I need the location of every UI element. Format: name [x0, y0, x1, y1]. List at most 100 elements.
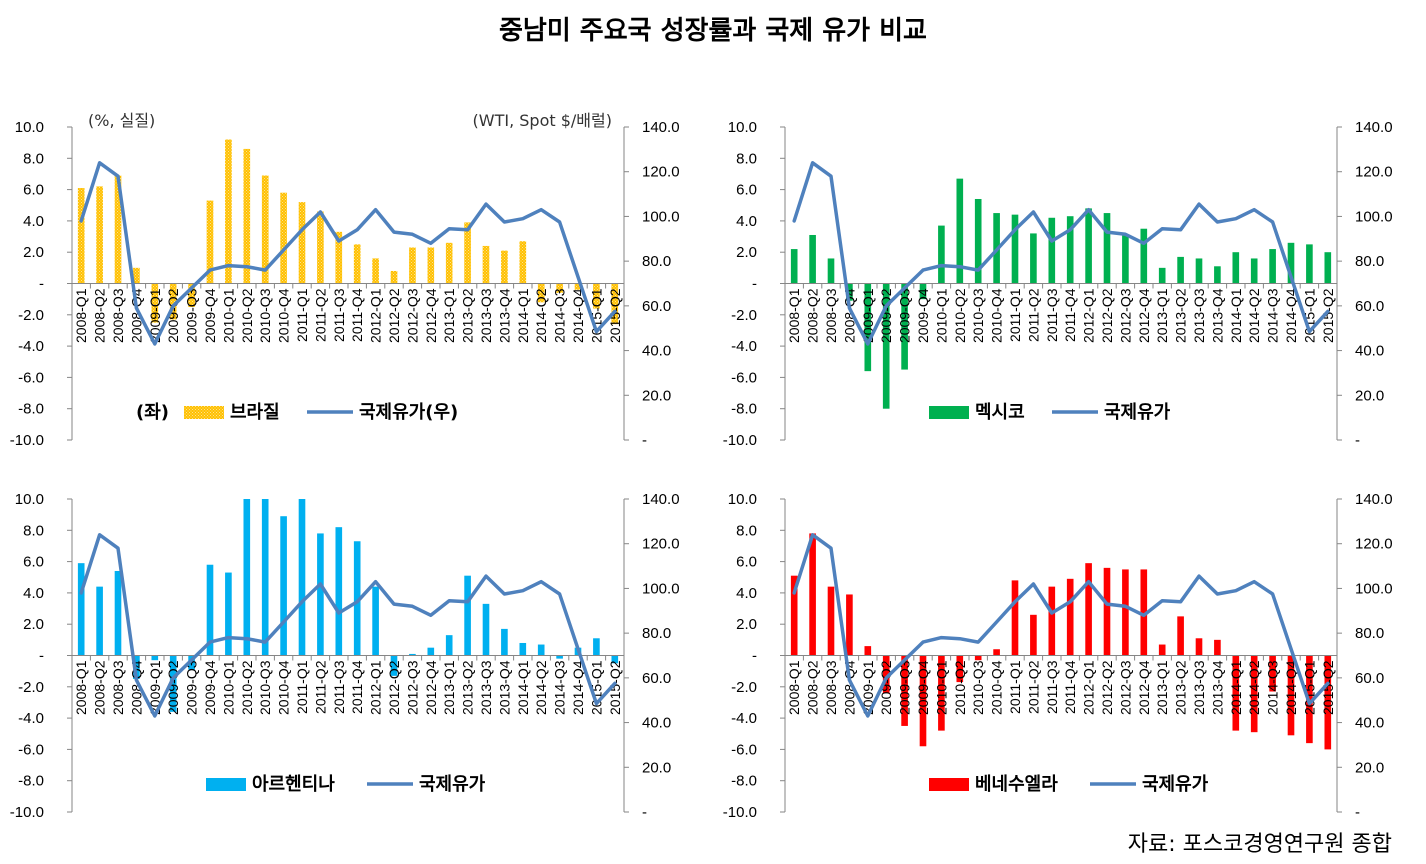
chart-svg-venezuela: 10.0 8.0 6.0 4.0 2.0 - -2.0 -4.0 -6.0 -8.0 -10.0 14…	[723, 491, 1393, 821]
gdp-bar	[790, 575, 798, 656]
category-label: 2008-Q1	[786, 288, 802, 343]
category-label: 2011-Q1	[1007, 288, 1023, 342]
category-label: 2014-Q2	[533, 288, 549, 343]
gdp-bar	[1066, 216, 1074, 284]
category-label: 2012-Q4	[423, 660, 439, 715]
gdp-bar	[353, 244, 361, 284]
gdp-bar	[1122, 234, 1129, 284]
category-label: 2011-Q1	[1007, 660, 1023, 714]
gdp-bar	[96, 586, 103, 656]
category-label: 2014-Q2	[1246, 660, 1262, 715]
left-tick-label: -8.0	[731, 773, 757, 790]
category-label: 2010-Q1	[220, 288, 236, 343]
gdp-bar	[280, 192, 287, 284]
category-label: 2009-Q4	[915, 660, 931, 715]
gdp-bar	[537, 644, 545, 656]
category-label: 2011-Q3	[331, 288, 347, 342]
gdp-bar	[427, 247, 435, 284]
gdp-bar	[1214, 639, 1221, 656]
gdp-bar	[501, 628, 508, 656]
gdp-bar	[225, 139, 232, 284]
category-label: 2013-Q1	[441, 660, 457, 715]
category-label: 2013-Q2	[460, 288, 476, 343]
gdp-bar	[938, 655, 945, 731]
gdp-bar	[1177, 616, 1184, 656]
gdp-bar	[114, 570, 122, 656]
category-label: 2008-Q3	[110, 660, 126, 715]
gdp-bar	[1030, 614, 1037, 656]
category-label: 2009-Q1	[860, 288, 876, 343]
category-label: 2010-Q1	[933, 288, 949, 343]
right-tick-label: 100.0	[1355, 580, 1393, 597]
right-tick-label: 60.0	[1355, 298, 1384, 315]
category-label: 2012-Q3	[404, 288, 420, 343]
category-label: 2013-Q4	[496, 660, 512, 715]
category-label: 2014-Q2	[1246, 288, 1262, 343]
gdp-bar	[445, 635, 453, 656]
chart-svg-argentina: 10.0 8.0 6.0 4.0 2.0 - -2.0 -4.0 -6.0 -8.0 -10.0 14…	[10, 491, 680, 821]
legend-bar-label: 베네수엘라	[975, 774, 1058, 795]
category-label: 2013-Q3	[478, 288, 494, 343]
gdp-bar	[188, 655, 195, 670]
gdp-bar	[1306, 244, 1313, 284]
category-label: 2013-Q2	[1173, 288, 1189, 343]
category-label: 2015-Q2	[607, 288, 623, 343]
right-tick-label: -	[1355, 432, 1360, 449]
category-label: 2011-Q4	[1062, 660, 1078, 714]
chart-svg-mexico: 10.0 8.0 6.0 4.0 2.0 - -2.0 -4.0 -6.0 -8.0 -10.0 14…	[723, 119, 1393, 449]
gdp-bar	[77, 563, 85, 656]
category-label: 2010-Q2	[239, 288, 255, 343]
category-label: 2012-Q1	[368, 660, 384, 715]
right-tick-label: 40.0	[1355, 715, 1384, 732]
category-label: 2013-Q4	[1209, 660, 1225, 715]
left-tick-label: -4.0	[731, 710, 757, 727]
right-tick-label: 60.0	[642, 298, 671, 315]
category-label: 2011-Q3	[1044, 288, 1060, 342]
gdp-bar	[519, 241, 527, 284]
category-label: 2011-Q3	[1044, 660, 1060, 714]
gdp-bar	[827, 258, 835, 284]
category-label: 2014-Q1	[1228, 660, 1244, 715]
oil-price-line	[79, 533, 617, 718]
left-tick-label: 6.0	[23, 554, 44, 571]
category-label: 2011-Q2	[312, 288, 328, 342]
left-tick-label: 2.0	[736, 244, 757, 261]
gdp-bar	[790, 249, 798, 284]
gdp-bar	[1287, 655, 1295, 736]
category-label: 2009-Q1	[860, 660, 876, 715]
right-tick-label: 100.0	[642, 580, 680, 597]
gdp-bar	[114, 175, 122, 284]
gdp-bar	[243, 499, 251, 656]
gdp-bar	[169, 655, 177, 712]
category-label: 2009-Q1	[147, 288, 163, 343]
category-label: 2012-Q3	[1117, 288, 1133, 343]
right-tick-label: 80.0	[642, 253, 671, 270]
left-tick-label: 6.0	[736, 554, 757, 571]
right-tick-label: 120.0	[1355, 164, 1393, 181]
legend-line-label: 국제유가	[419, 774, 486, 795]
category-label: 2008-Q4	[841, 288, 857, 343]
gdp-bar	[464, 222, 471, 284]
left-tick-label: -8.0	[731, 401, 757, 418]
category-label: 2008-Q2	[805, 288, 821, 343]
gdp-bar	[1195, 258, 1203, 284]
right-tick-label: 100.0	[1355, 208, 1393, 225]
legend-bar-label: 브라질	[230, 402, 280, 423]
right-tick-label: 20.0	[1355, 759, 1384, 776]
category-label: 2014-Q3	[1265, 288, 1281, 343]
right-tick-label: 40.0	[642, 715, 671, 732]
right-tick-label: 20.0	[642, 759, 671, 776]
category-label: 2014-Q3	[552, 288, 568, 343]
gdp-bar	[133, 655, 140, 679]
gdp-bar	[1103, 567, 1111, 656]
gdp-bar	[1085, 563, 1092, 656]
category-label: 2008-Q1	[73, 288, 89, 343]
gdp-bar	[919, 283, 927, 300]
gdp-bar	[372, 586, 379, 656]
category-label: 2014-Q1	[515, 288, 531, 343]
left-tick-label: -10.0	[723, 432, 757, 449]
legend-bar-swatch	[929, 778, 969, 791]
category-label: 2009-Q4	[202, 660, 218, 715]
gdp-bar	[846, 594, 853, 656]
gdp-bar	[556, 655, 563, 659]
